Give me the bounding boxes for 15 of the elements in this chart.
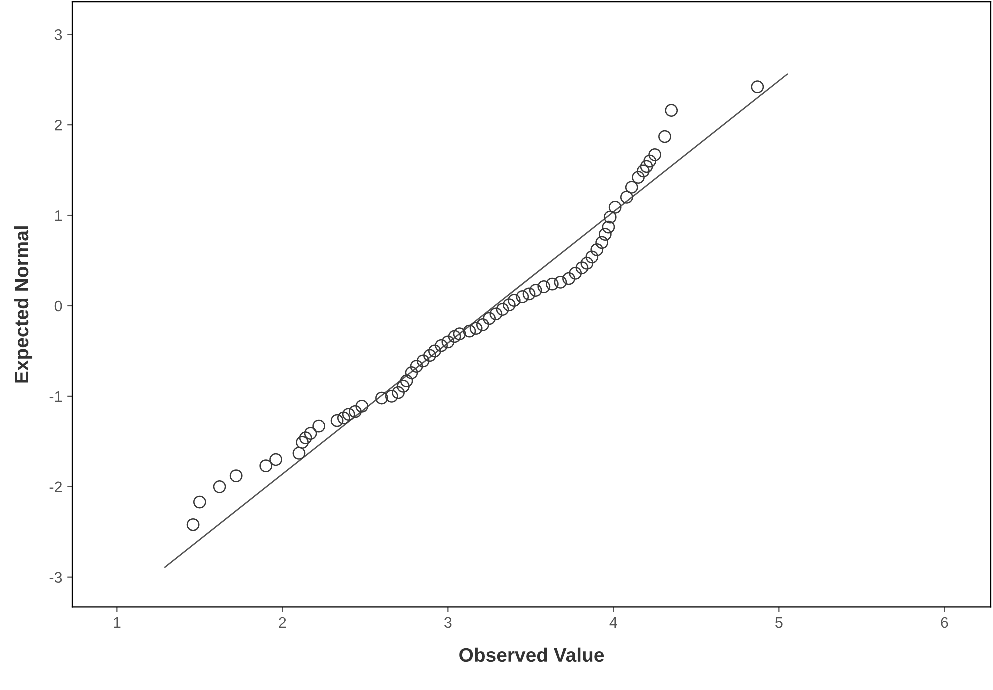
y-tick-label: 3 bbox=[54, 30, 62, 40]
x-axis-title: Observed Value bbox=[460, 648, 604, 662]
y-tick-label: -1 bbox=[50, 391, 62, 402]
y-axis-title: Expected Normal bbox=[14, 226, 33, 383]
x-tick-label: 1 bbox=[114, 617, 121, 628]
x-tick-label: 5 bbox=[776, 617, 783, 628]
x-tick-label: 3 bbox=[444, 617, 452, 628]
x-tick-label: 6 bbox=[941, 617, 948, 628]
y-tick-label: 2 bbox=[55, 120, 62, 131]
y-tick-label: 1 bbox=[55, 210, 62, 222]
y-tick-label: -2 bbox=[50, 482, 62, 492]
x-tick-label: 4 bbox=[610, 617, 618, 628]
x-tick-label: 2 bbox=[279, 617, 286, 628]
y-tick-label: 0 bbox=[54, 300, 62, 312]
y-tick-label: -3 bbox=[50, 572, 62, 584]
